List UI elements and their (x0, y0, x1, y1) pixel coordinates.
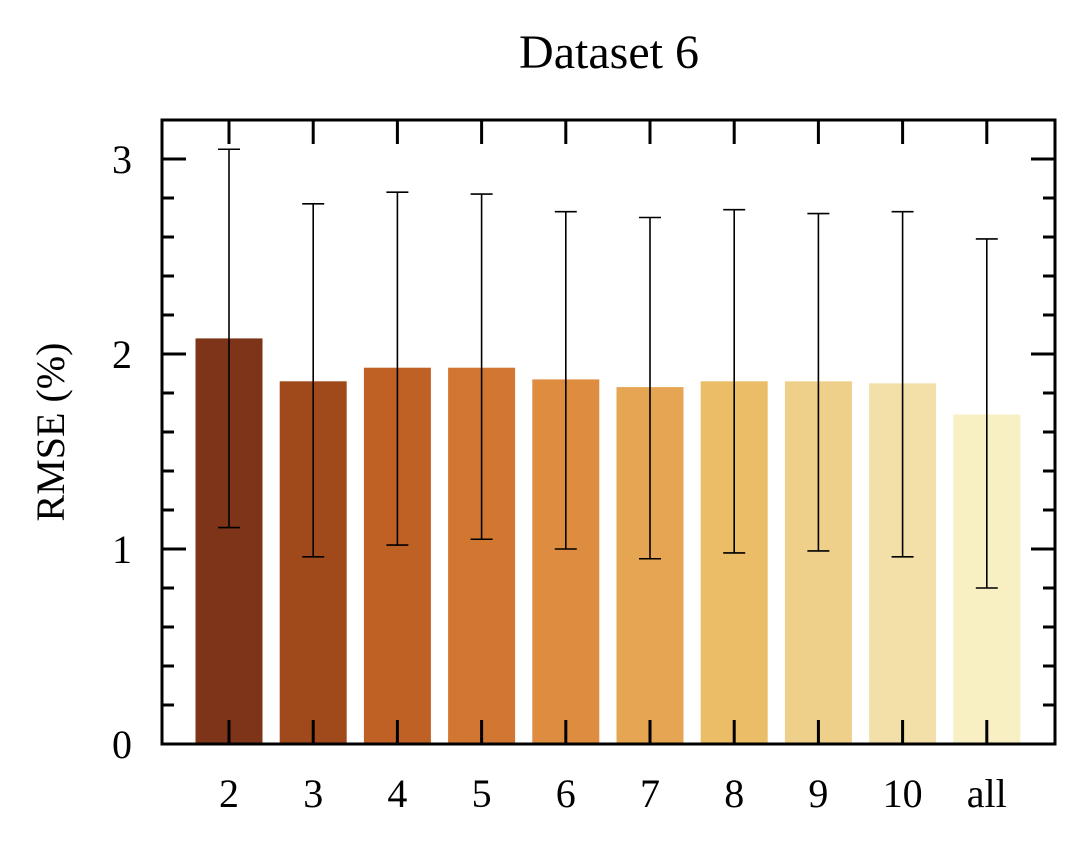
errorbar-10 (891, 210, 914, 558)
errorbar-3 (302, 203, 325, 558)
x-tick-label: 4 (387, 771, 407, 816)
errorbar-7 (639, 216, 661, 560)
bars-layer (195, 338, 1021, 745)
tick-labels-layer: 2 3 4 5 6 7 8 9 10 all 0 1 2 3 (112, 137, 1007, 816)
y-tick-label: 3 (112, 137, 132, 182)
errorbar-2 (218, 148, 240, 529)
x-tick-label: 5 (472, 771, 492, 816)
x-tick-label: 10 (883, 771, 923, 816)
x-tick-label: 2 (219, 771, 239, 816)
y-axis-label: RMSE (%) (28, 343, 73, 522)
y-tick-label: 2 (112, 332, 132, 377)
x-tick-label: 3 (303, 771, 323, 816)
y-tick-label: 0 (112, 722, 132, 767)
errorbar-4 (386, 191, 409, 546)
x-tick-label: 8 (724, 771, 744, 816)
y-tick-label: 1 (112, 527, 132, 572)
errorbars-layer (218, 148, 998, 589)
plot-frame (160, 118, 1057, 746)
ticks-layer (162, 120, 1055, 746)
errorbar-5 (470, 193, 493, 541)
x-tick-label: all (967, 771, 1007, 816)
x-tick-label: 7 (640, 771, 660, 816)
errorbar-8 (723, 208, 746, 554)
errorbar-all (975, 238, 998, 589)
errorbar-6 (554, 210, 577, 550)
x-tick-label: 6 (556, 771, 576, 816)
errorbar-9 (807, 212, 830, 552)
x-tick-label: 9 (808, 771, 828, 816)
chart-title: Dataset 6 (519, 26, 699, 79)
